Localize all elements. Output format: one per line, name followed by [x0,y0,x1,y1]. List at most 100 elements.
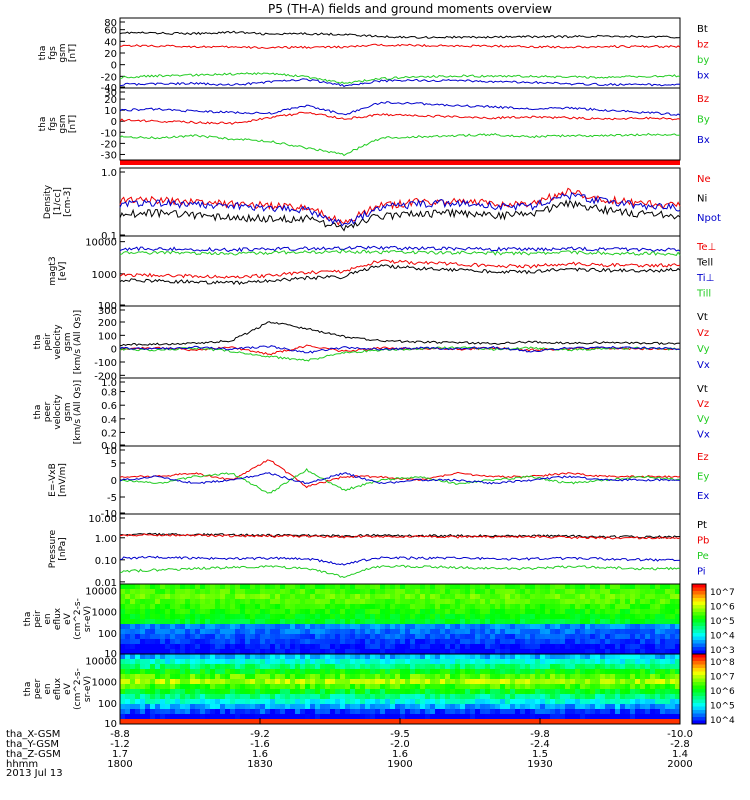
heatmap-cell [520,589,526,595]
heatmap-cell [525,619,531,625]
heatmap-cell [120,699,126,705]
heatmap-cell [135,694,141,700]
heatmap-cell [205,654,211,660]
heatmap-cell [320,669,326,675]
heatmap-cell [470,639,476,645]
panel-frame [119,87,681,161]
heatmap-cell [220,619,226,625]
heatmap-cell [215,644,221,650]
heatmap-cell [250,659,256,665]
heatmap-cell [335,639,341,645]
heatmap-cell [145,604,151,610]
heatmap-cell [585,679,591,685]
heatmap-cell [580,654,586,660]
heatmap-cell [450,704,456,710]
heatmap-cell [225,614,231,620]
heatmap-cell [415,659,421,665]
heatmap-cell [475,604,481,610]
heatmap-cell [270,654,276,660]
heatmap-cell [470,644,476,650]
heatmap-cell [275,674,281,680]
heatmap-cell [305,689,311,695]
heatmap-cell [665,654,671,660]
heatmap-cell [535,694,541,700]
series-line-1 [119,533,681,540]
heatmap-cell [565,654,571,660]
heatmap-cell [490,664,496,670]
heatmap-cell [360,634,366,640]
heatmap-cell [240,604,246,610]
heatmap-cell [175,714,181,720]
heatmap-cell [205,704,211,710]
heatmap-cell [170,604,176,610]
heatmap-cell [655,604,661,610]
heatmap-cell [275,614,281,620]
y-tick-label: 0.6 [101,401,117,412]
heatmap-cell [540,584,546,590]
heatmap-cell [290,594,296,600]
heatmap-cell [135,709,141,715]
heatmap-cell [235,714,241,720]
heatmap-cell [625,699,631,705]
y-axis-label: [km/s (All Qs)] [73,380,83,444]
heatmap-cell [510,599,516,605]
heatmap-cell [340,619,346,625]
heatmap-cell [260,614,266,620]
heatmap-cell [315,659,321,665]
y-tick-label: -20 [101,72,117,83]
heatmap-cell [190,714,196,720]
heatmap-cell [200,604,206,610]
heatmap-cell [595,599,601,605]
heatmap-cell [295,609,301,615]
heatmap-cell [570,704,576,710]
heatmap-cell [145,694,151,700]
legend-0: Vt [697,312,708,323]
heatmap-cell [150,704,156,710]
heatmap-cell [555,634,561,640]
heatmap-cell [390,709,396,715]
heatmap-cell [170,649,176,655]
heatmap-cell [455,594,461,600]
heatmap-cell [270,674,276,680]
heatmap-cell [630,614,636,620]
heatmap-cell [180,604,186,610]
heatmap-cell [630,639,636,645]
heatmap-cell [620,639,626,645]
heatmap-cell [620,624,626,630]
heatmap-cell [210,649,216,655]
heatmap-cell [440,644,446,650]
heatmap-cell [165,694,171,700]
y-axis-label: gsm [63,402,73,421]
heatmap-cell [165,584,171,590]
heatmap-cell [355,644,361,650]
heatmap-cell [530,664,536,670]
heatmap-cell [250,624,256,630]
heatmap-cell [340,589,346,595]
heatmap-cell [345,599,351,605]
heatmap-cell [370,669,376,675]
heatmap-cell [305,629,311,635]
colorbar-tick: 10^6 [710,603,735,613]
heatmap-cell [420,684,426,690]
heatmap-cell [220,624,226,630]
heatmap-cell [535,654,541,660]
heatmap-cell [605,659,611,665]
y-axis-label: peir [43,333,53,351]
heatmap-cell [575,699,581,705]
heatmap-cell [350,594,356,600]
heatmap-cell [120,674,126,680]
heatmap-cell [555,649,561,655]
heatmap-cell [610,614,616,620]
heatmap-cell [575,664,581,670]
heatmap-cell [185,649,191,655]
heatmap-cell [250,664,256,670]
heatmap-cell [295,584,301,590]
heatmap-cell [150,719,156,725]
heatmap-cell [215,649,221,655]
heatmap-cell [565,664,571,670]
heatmap-cell [175,679,181,685]
heatmap-cell [600,649,606,655]
heatmap-cell [130,719,136,725]
heatmap-cell [575,719,581,725]
